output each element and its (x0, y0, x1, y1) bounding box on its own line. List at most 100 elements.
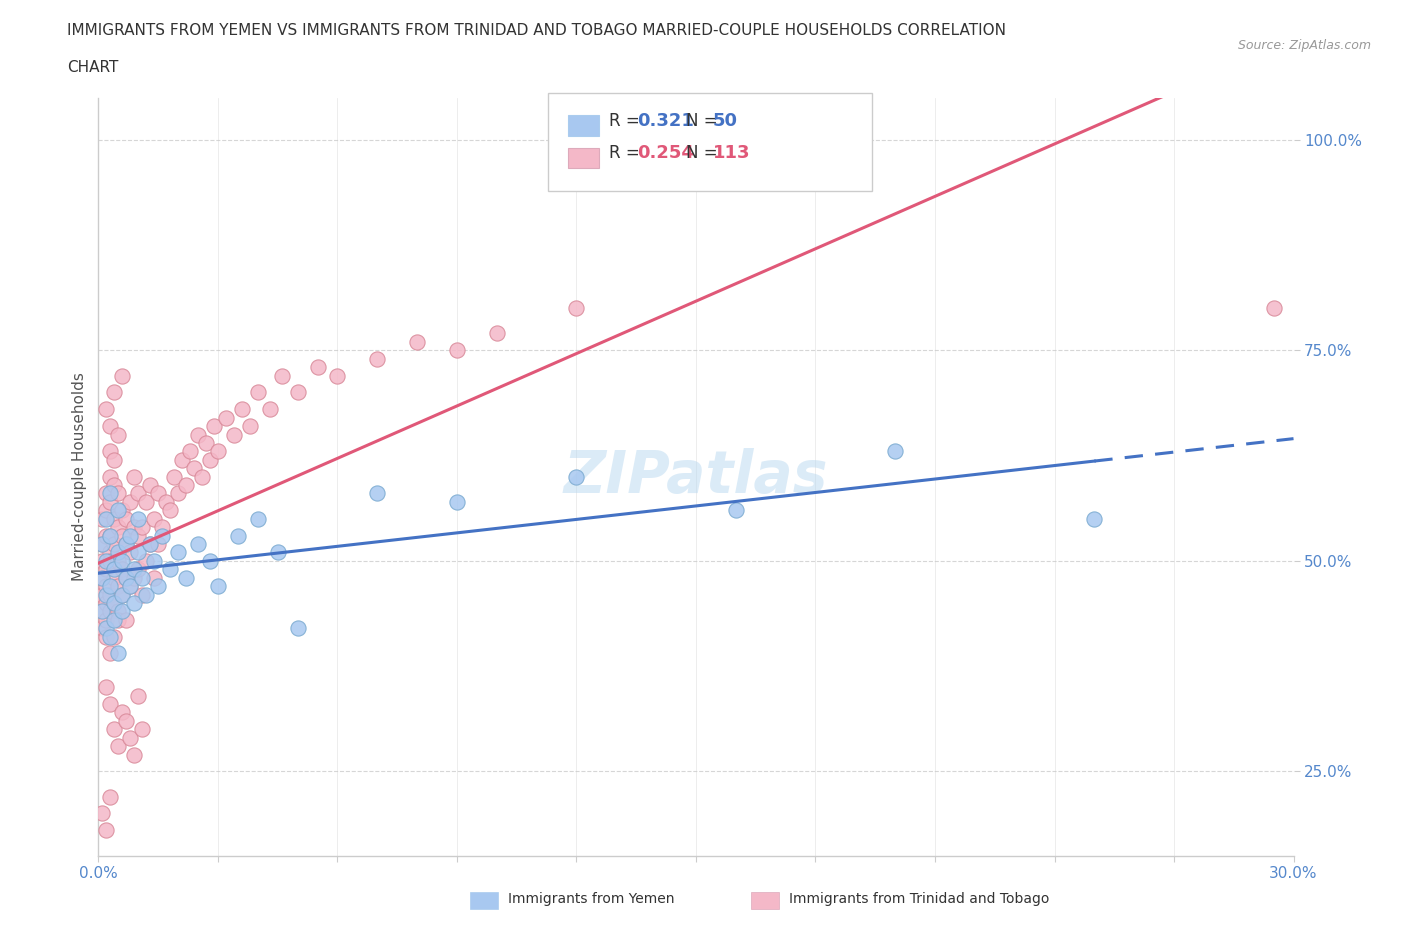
Point (131, 520, 153, 535)
Point (155, 495, 177, 510)
Point (884, 444, 907, 458)
Point (222, 427, 245, 442)
Point (103, 537, 125, 551)
Point (98, 418, 122, 433)
Point (127, 688, 149, 703)
Point (131, 587, 153, 602)
Point (172, 452, 194, 467)
Point (103, 612, 125, 627)
Point (115, 570, 138, 585)
Point (287, 621, 309, 636)
Point (115, 612, 138, 627)
Point (91, 604, 114, 618)
Point (127, 512, 149, 526)
Point (103, 630, 125, 644)
Point (111, 604, 134, 618)
Text: R =: R = (609, 144, 645, 163)
Point (98, 528, 122, 543)
Point (239, 418, 262, 433)
Point (91, 587, 114, 602)
Point (103, 562, 125, 577)
Point (103, 722, 125, 737)
Point (98, 495, 122, 510)
Point (103, 570, 125, 585)
Point (91, 604, 114, 618)
Point (98, 528, 122, 543)
Point (124, 562, 146, 577)
Point (96, 553, 118, 568)
Point (135, 495, 157, 510)
Point (159, 562, 181, 577)
Point (96, 680, 118, 695)
Point (98, 578, 122, 593)
Point (124, 570, 146, 585)
Point (446, 343, 468, 358)
Y-axis label: Married-couple Households: Married-couple Households (72, 372, 87, 581)
Point (103, 452, 125, 467)
Point (226, 528, 249, 543)
Text: Immigrants from Yemen: Immigrants from Yemen (508, 892, 673, 907)
Text: N =: N = (686, 144, 723, 163)
Point (724, 503, 747, 518)
Point (124, 595, 146, 610)
Point (139, 478, 162, 493)
Point (150, 528, 173, 543)
Point (107, 578, 129, 593)
Point (148, 578, 170, 593)
Point (96, 612, 118, 627)
Point (111, 553, 134, 568)
Point (150, 520, 173, 535)
Point (96, 528, 118, 543)
Point (98, 470, 122, 485)
Text: Source: ZipAtlas.com: Source: ZipAtlas.com (1237, 39, 1371, 52)
Point (167, 486, 190, 501)
Point (174, 478, 197, 493)
Point (215, 410, 238, 425)
Point (115, 713, 138, 728)
Text: 113: 113 (713, 144, 751, 163)
Point (107, 520, 129, 535)
Point (91, 537, 114, 551)
Point (187, 537, 209, 551)
Point (107, 646, 129, 661)
Point (127, 486, 149, 501)
Point (98, 790, 122, 804)
Point (107, 612, 129, 627)
Text: Immigrants from Trinidad and Tobago: Immigrants from Trinidad and Tobago (789, 892, 1049, 907)
Point (135, 553, 157, 568)
Point (96, 595, 118, 610)
Point (96, 578, 118, 593)
Point (91, 537, 114, 551)
Text: R =: R = (609, 112, 645, 130)
Point (111, 528, 134, 543)
Point (120, 528, 142, 543)
Point (127, 562, 149, 577)
Point (231, 402, 253, 417)
Point (91, 512, 114, 526)
Point (96, 621, 118, 636)
Point (163, 470, 186, 485)
Point (307, 360, 329, 375)
Point (124, 747, 146, 762)
Point (120, 545, 142, 560)
Point (115, 537, 138, 551)
Point (111, 368, 134, 383)
Point (91, 621, 114, 636)
Point (485, 326, 508, 341)
Point (198, 553, 221, 568)
Point (246, 512, 269, 526)
Point (270, 368, 292, 383)
Point (103, 385, 125, 400)
Point (98, 697, 122, 711)
Point (131, 570, 153, 585)
Point (143, 553, 166, 568)
Point (91, 553, 114, 568)
Text: 0.254: 0.254 (637, 144, 693, 163)
Point (98, 646, 122, 661)
Point (96, 587, 118, 602)
Point (107, 553, 129, 568)
Point (103, 478, 125, 493)
Text: 50: 50 (713, 112, 738, 130)
Point (127, 528, 149, 543)
Point (565, 470, 588, 485)
